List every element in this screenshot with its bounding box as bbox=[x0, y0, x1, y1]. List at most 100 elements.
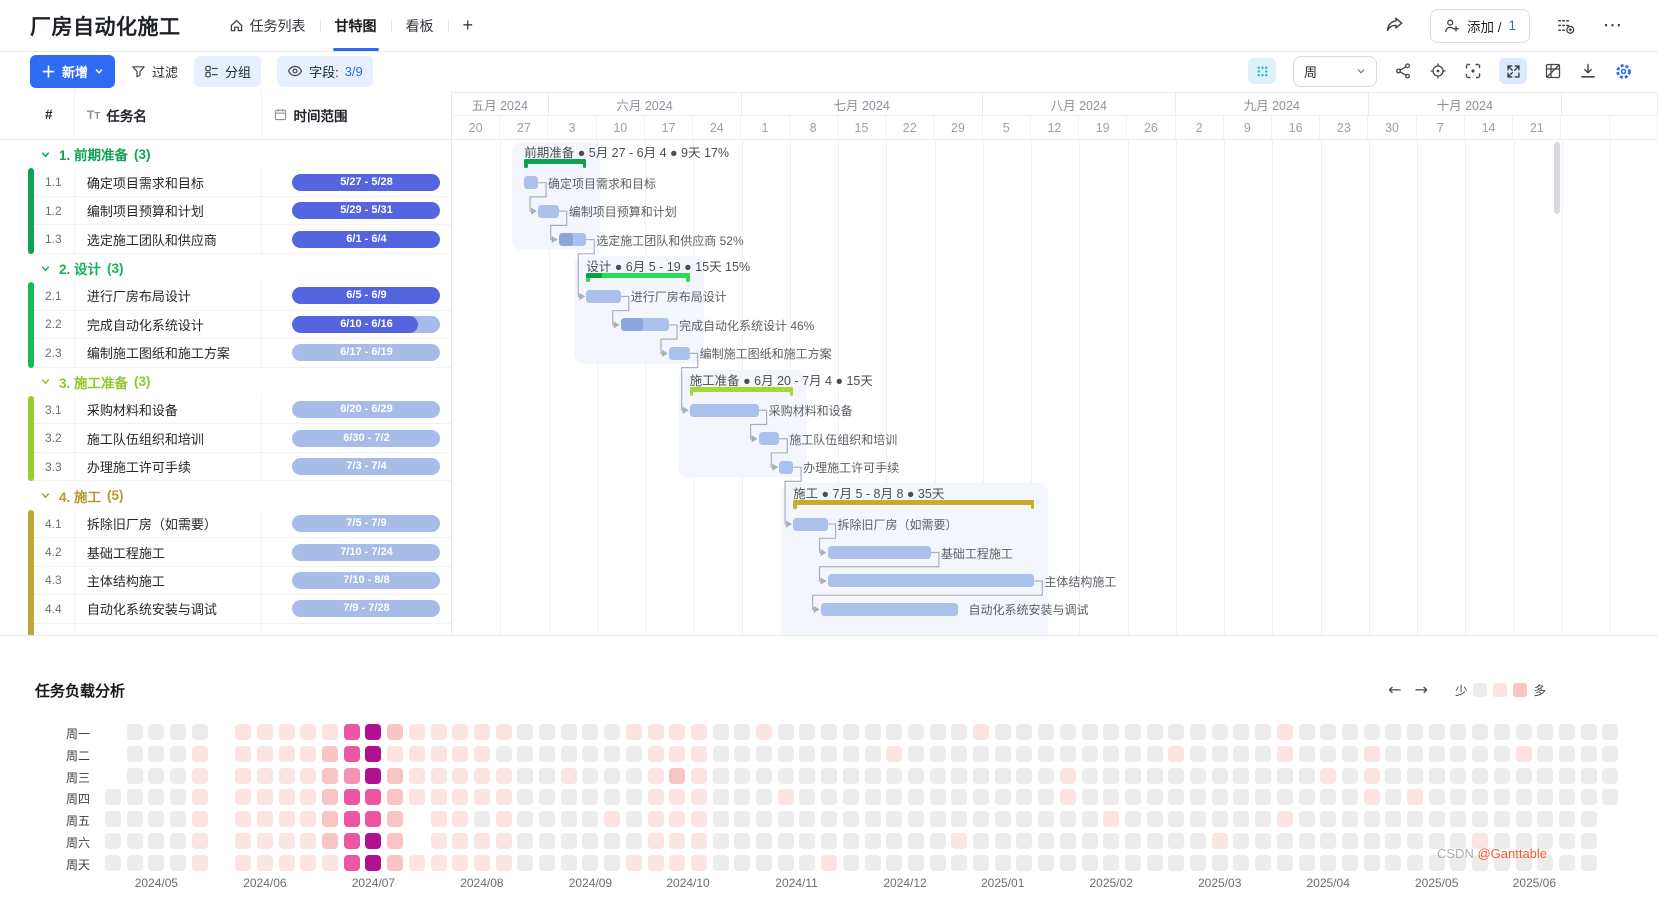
time-scale-select[interactable]: 周 bbox=[1293, 55, 1377, 87]
locate-icon[interactable] bbox=[1429, 62, 1447, 80]
table-task-row[interactable]: 4.3 主体结构施工 7/10 - 8/8 bbox=[28, 566, 451, 596]
table-task-row[interactable]: 3.2 施工队伍组织和培训 6/30 - 7/2 bbox=[28, 424, 451, 453]
column-header-time[interactable]: 时间范围 bbox=[261, 90, 451, 139]
filter-button[interactable]: 过滤 bbox=[131, 62, 178, 81]
task-name[interactable]: 进行厂房布局设计 bbox=[73, 282, 262, 310]
heatmap-cell bbox=[669, 833, 686, 849]
heatmap-cell bbox=[1276, 745, 1293, 762]
task-name[interactable]: 编制项目预算和计划 bbox=[73, 196, 262, 225]
task-name[interactable]: 施工队伍组织和培训 bbox=[73, 424, 262, 452]
tab-board[interactable]: 看板 bbox=[392, 0, 448, 51]
date-range-pill[interactable]: 6/30 - 7/2 bbox=[292, 429, 441, 447]
table-group-row[interactable]: 3. 施工准备 (3) bbox=[28, 367, 451, 397]
task-bar[interactable] bbox=[620, 318, 669, 332]
table-task-row[interactable]: 1.2 编制项目预算和计划 5/29 - 5/31 bbox=[28, 196, 451, 226]
table-task-row[interactable]: 3.3 办理施工许可手续 7/3 - 7/4 bbox=[28, 452, 451, 482]
task-bar[interactable] bbox=[586, 289, 621, 303]
table-group-row[interactable]: 4. 施工 (5) bbox=[28, 481, 451, 510]
date-range-pill[interactable]: 5/29 - 5/31 bbox=[292, 202, 441, 220]
table-task-row[interactable]: 4.4 自动化系统安装与调试 7/9 - 7/28 bbox=[28, 595, 451, 624]
date-range-pill[interactable]: 6/10 - 6/16 bbox=[292, 315, 441, 333]
collapse-chevron-icon[interactable] bbox=[40, 263, 51, 274]
task-bar[interactable] bbox=[538, 204, 559, 218]
date-range-pill[interactable]: 5/27 - 5/28 bbox=[292, 173, 441, 191]
heatmap-cell bbox=[1211, 854, 1228, 871]
task-bar[interactable] bbox=[827, 546, 931, 560]
column-header-name[interactable]: TT 任务名 bbox=[73, 90, 262, 139]
date-range-pill[interactable]: 6/17 - 6/19 bbox=[292, 344, 441, 362]
share-nodes-icon[interactable] bbox=[1394, 62, 1412, 80]
task-bar[interactable] bbox=[820, 602, 959, 616]
task-bar[interactable] bbox=[827, 574, 1035, 588]
collapse-chevron-icon[interactable] bbox=[40, 490, 51, 501]
invite-button[interactable]: 添加 / 1 bbox=[1429, 8, 1530, 43]
date-range-pill[interactable]: 6/5 - 6/9 bbox=[292, 287, 441, 305]
timeline-week-label: 20 bbox=[452, 116, 501, 140]
task-bar[interactable] bbox=[689, 403, 759, 417]
add-view-tab-button[interactable]: + bbox=[462, 15, 474, 35]
hide-table-icon[interactable] bbox=[1544, 62, 1562, 80]
share-forward-icon[interactable] bbox=[1382, 13, 1408, 39]
date-range-pill[interactable]: 6/20 - 6/29 bbox=[292, 401, 441, 419]
task-name[interactable]: 办理施工许可手续 bbox=[73, 452, 262, 481]
table-task-row[interactable]: 2.3 编制施工图纸和施工方案 6/17 - 6/19 bbox=[28, 339, 451, 368]
column-header-id[interactable]: # bbox=[45, 107, 53, 122]
group-progress-fill bbox=[586, 272, 602, 278]
date-range-pill[interactable]: 6/1 - 6/4 bbox=[292, 230, 441, 248]
dot-grid-icon[interactable] bbox=[1248, 58, 1276, 84]
table-task-row[interactable]: 4.2 基础工程施工 7/10 - 7/24 bbox=[28, 538, 451, 567]
table-group-row[interactable]: 1. 前期准备 (3) bbox=[28, 140, 451, 169]
table-task-row[interactable]: 1.3 选定施工团队和供应商 6/1 - 6/4 bbox=[28, 225, 451, 254]
add-list-icon[interactable] bbox=[1552, 13, 1578, 39]
group-button[interactable]: 分组 bbox=[194, 55, 262, 87]
collapse-chevron-icon[interactable] bbox=[40, 376, 51, 387]
date-range-pill[interactable]: 7/9 - 7/28 bbox=[292, 600, 441, 618]
download-icon[interactable] bbox=[1579, 62, 1597, 80]
heatmap-cell bbox=[951, 745, 968, 762]
task-name[interactable]: 编制施工图纸和施工方案 bbox=[73, 339, 262, 367]
group-summary-bar[interactable] bbox=[793, 500, 1035, 510]
task-name[interactable]: 主体结构施工 bbox=[73, 566, 262, 595]
date-range-pill[interactable]: 7/3 - 7/4 bbox=[292, 458, 441, 476]
scroll-left-icon[interactable]: ← bbox=[1388, 680, 1402, 699]
task-bar[interactable] bbox=[558, 233, 587, 247]
task-name[interactable]: 基础工程施工 bbox=[73, 538, 262, 566]
chart-body: 前期准备 ● 5月 27 - 6月 4 ● 9天 17% 确定项目需求和目标 编制项… bbox=[452, 140, 1658, 635]
task-name[interactable]: 自动化系统安装与调试 bbox=[73, 595, 262, 623]
table-task-row[interactable] bbox=[28, 623, 451, 635]
group-summary-bar[interactable] bbox=[586, 272, 691, 282]
table-task-row[interactable]: 3.1 采购材料和设备 6/20 - 6/29 bbox=[28, 396, 451, 425]
heatmap-cell bbox=[452, 811, 469, 828]
tab-gantt[interactable]: 甘特图 bbox=[321, 0, 391, 51]
collapse-chevron-icon[interactable] bbox=[40, 149, 51, 160]
tab-task-list[interactable]: 任务列表 bbox=[215, 0, 320, 51]
fields-button[interactable]: 字段: 3/9 bbox=[277, 55, 373, 87]
task-bar[interactable] bbox=[779, 460, 794, 474]
task-bar[interactable] bbox=[669, 346, 690, 360]
task-name[interactable]: 确定项目需求和目标 bbox=[73, 168, 262, 196]
table-task-row[interactable]: 4.1 拆除旧厂房（如需要） 7/5 - 7/9 bbox=[28, 509, 451, 539]
table-group-row[interactable]: 2. 设计 (3) bbox=[28, 253, 451, 283]
vertical-scrollbar-thumb[interactable] bbox=[1554, 142, 1560, 214]
more-options-icon[interactable]: ⋯ bbox=[1603, 15, 1623, 36]
table-task-row[interactable]: 2.2 完成自动化系统设计 6/10 - 6/16 bbox=[28, 310, 451, 340]
date-range-pill[interactable]: 7/10 - 7/24 bbox=[292, 543, 441, 561]
task-bar[interactable] bbox=[524, 176, 539, 190]
table-task-row[interactable]: 1.1 确定项目需求和目标 5/27 - 5/28 bbox=[28, 168, 451, 197]
scroll-right-icon[interactable]: → bbox=[1414, 680, 1428, 699]
task-name[interactable]: 采购材料和设备 bbox=[73, 396, 262, 424]
focus-icon[interactable] bbox=[1464, 62, 1482, 80]
date-range-pill[interactable]: 7/5 - 7/9 bbox=[292, 515, 441, 533]
task-name[interactable]: 选定施工团队和供应商 bbox=[73, 225, 262, 253]
settings-gear-icon[interactable] bbox=[1614, 62, 1633, 81]
task-bar[interactable] bbox=[793, 517, 828, 531]
task-name[interactable]: 拆除旧厂房（如需要） bbox=[73, 509, 262, 538]
task-name[interactable]: 完成自动化系统设计 bbox=[73, 310, 262, 339]
task-bar[interactable] bbox=[758, 432, 780, 446]
date-range-pill[interactable]: 7/10 - 8/8 bbox=[292, 571, 441, 589]
fit-screen-icon[interactable] bbox=[1499, 58, 1527, 84]
new-task-button[interactable]: ＋ 新增 bbox=[30, 54, 116, 88]
group-summary-bar[interactable] bbox=[689, 386, 794, 396]
table-task-row[interactable]: 2.1 进行厂房布局设计 6/5 - 6/9 bbox=[28, 282, 451, 311]
group-summary-bar[interactable] bbox=[524, 159, 587, 168]
